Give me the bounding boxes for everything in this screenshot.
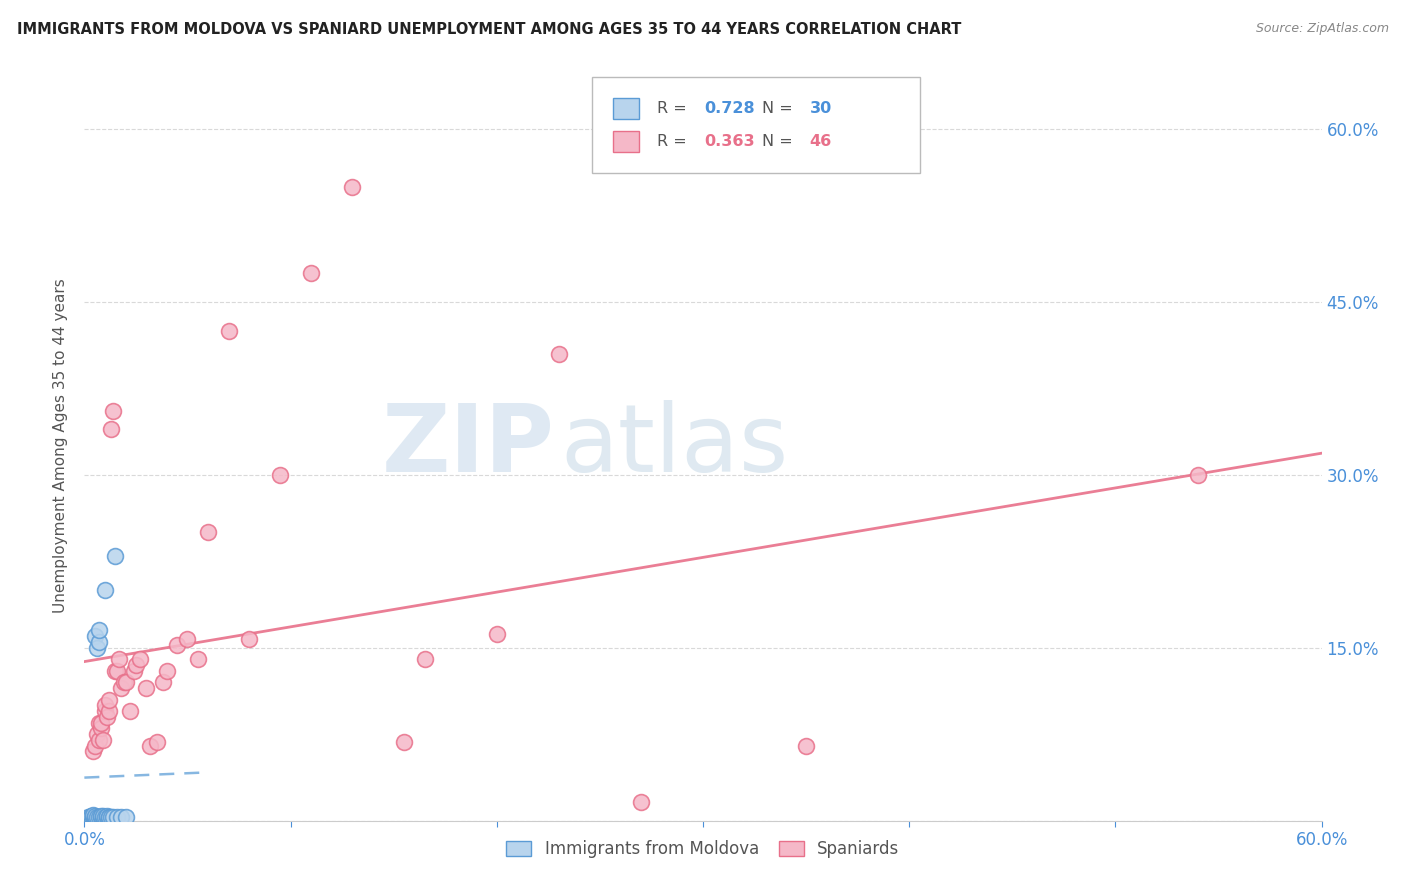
Point [86,810,108,824]
Point [166,639,188,653]
Point [218,324,240,338]
Point [1187,467,1209,482]
Point [96,810,118,824]
Point [114,675,136,690]
Point [94,810,117,824]
Text: atlas: atlas [561,400,789,492]
Point [87,635,110,649]
Point [392,735,415,749]
Point [83,739,105,753]
Point [413,652,436,666]
Text: 46: 46 [810,135,832,149]
Point [129,652,152,666]
FancyBboxPatch shape [592,77,920,172]
Bar [613,131,638,153]
Text: ZIP: ZIP [381,400,554,492]
Point [98,692,121,706]
Point [139,739,162,753]
Point [79,809,101,823]
Point [299,266,322,280]
Text: N =: N = [762,135,799,149]
Point [94,704,117,718]
Point [156,664,179,678]
Point [82,744,104,758]
Point [82,808,104,822]
Point [82,809,104,823]
Point [86,640,108,655]
Point [125,658,148,673]
Point [104,549,127,563]
Text: 0.728: 0.728 [704,101,755,116]
Point [90,715,112,730]
Point [87,810,110,824]
Point [100,810,122,824]
Point [90,809,112,823]
Point [187,652,209,666]
Point [176,632,198,646]
Text: R =: R = [657,135,692,149]
Text: N =: N = [762,101,799,116]
Point [110,810,132,824]
Point [79,810,101,824]
Point [86,727,108,741]
Point [108,652,131,666]
Point [83,629,105,643]
Point [630,795,652,809]
Point [96,710,118,724]
Point [91,810,114,824]
Y-axis label: Unemployment Among Ages 35 to 44 years: Unemployment Among Ages 35 to 44 years [52,278,67,614]
Point [90,810,112,824]
Point [104,664,127,678]
Point [87,715,110,730]
Point [103,404,125,418]
Point [794,739,817,753]
Point [103,810,125,824]
Point [91,733,114,747]
Point [77,810,100,824]
Point [94,583,117,598]
Point [145,735,167,749]
Point [98,810,121,824]
Text: Source: ZipAtlas.com: Source: ZipAtlas.com [1256,22,1389,36]
Point [90,722,112,736]
Text: 30: 30 [810,101,832,116]
Point [98,810,121,824]
Point [105,664,128,678]
Point [197,525,219,540]
Point [91,809,114,823]
Legend: Immigrants from Moldova, Spaniards: Immigrants from Moldova, Spaniards [499,833,907,864]
Point [83,810,105,824]
Point [135,681,157,695]
Point [114,810,136,824]
Point [83,809,105,823]
Point [100,422,122,436]
Point [122,664,145,678]
Point [87,624,110,638]
Point [96,809,118,823]
Point [118,704,141,718]
Bar [613,97,638,119]
Point [105,810,128,824]
Point [82,810,104,824]
Point [98,704,121,718]
Point [94,698,117,713]
Point [110,681,132,695]
Text: R =: R = [657,101,692,116]
Point [112,675,135,690]
Point [342,179,364,194]
Point [238,632,260,646]
Point [485,627,508,641]
Point [152,675,174,690]
Point [547,347,569,361]
Point [87,733,110,747]
Text: IMMIGRANTS FROM MOLDOVA VS SPANIARD UNEMPLOYMENT AMONG AGES 35 TO 44 YEARS CORRE: IMMIGRANTS FROM MOLDOVA VS SPANIARD UNEM… [17,22,962,37]
Point [269,467,291,482]
Text: 0.363: 0.363 [704,135,755,149]
